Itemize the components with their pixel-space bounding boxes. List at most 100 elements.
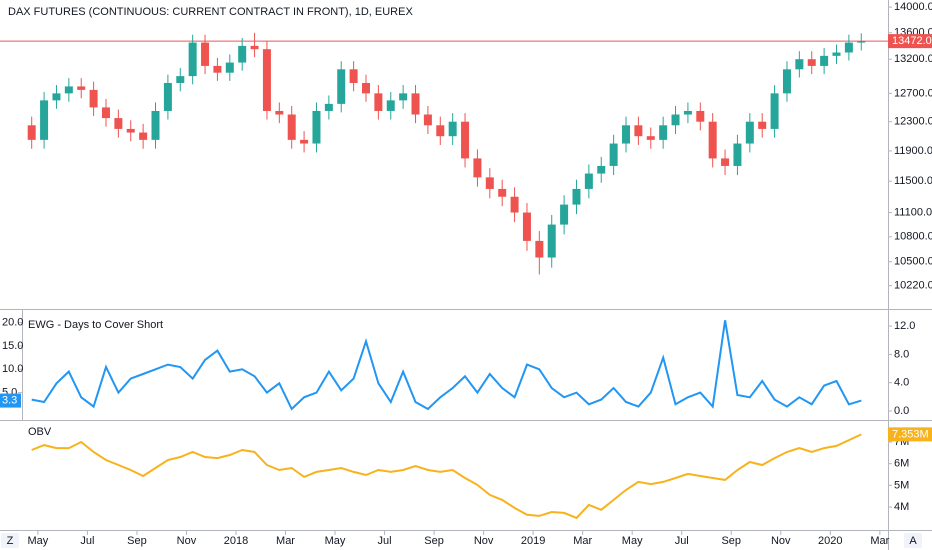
candle-body: [151, 110, 160, 140]
candle-body: [696, 110, 705, 122]
candle-body: [745, 121, 754, 144]
candle-body: [386, 100, 395, 111]
candle-body: [721, 158, 730, 166]
candle-body: [597, 165, 606, 174]
auto-scale-button-label[interactable]: A: [909, 535, 917, 547]
candle-body: [213, 65, 222, 73]
indicator-line: [31, 433, 862, 520]
candle-body: [461, 121, 470, 159]
candle-body: [163, 82, 172, 111]
y-tick-label: 11500.0: [894, 175, 932, 187]
value-badge-label: 13472.0: [892, 35, 932, 47]
y-tick-label: 13200.0: [894, 53, 932, 65]
candle-body: [485, 177, 494, 189]
candle-body: [324, 103, 333, 111]
candle-body: [27, 125, 36, 140]
y-tick-label: 11900.0: [894, 145, 932, 157]
candle-body: [126, 128, 135, 133]
x-tick-label: Mar: [870, 535, 889, 547]
candle-body: [89, 89, 98, 108]
x-tick-label: 2020: [818, 535, 842, 547]
candle-body: [782, 69, 791, 94]
candle-body: [498, 188, 507, 197]
candle-body: [547, 224, 556, 258]
candle-body: [374, 93, 383, 111]
candle-body: [64, 86, 73, 94]
x-tick-label: Nov: [771, 535, 791, 547]
candle-body: [312, 110, 321, 144]
candle-body: [584, 173, 593, 189]
indicator-title: EWG - Days to Cover Short: [28, 319, 163, 331]
y-tick-label: 12700.0: [894, 87, 932, 99]
candle-body: [473, 158, 482, 178]
candle-body: [262, 49, 271, 111]
candle-body: [807, 59, 816, 66]
x-tick-label: May: [325, 535, 346, 547]
candle-body: [423, 114, 432, 126]
candle-body: [634, 125, 643, 137]
x-tick-label: Mar: [573, 535, 592, 547]
candle-body: [201, 42, 210, 66]
y-tick-label: 11100.0: [894, 206, 932, 218]
value-badge: [888, 34, 932, 49]
candle-body: [572, 188, 581, 205]
x-tick-label: Jul: [80, 535, 94, 547]
candle-body: [622, 125, 631, 144]
candle-body: [361, 82, 370, 94]
candle-body: [659, 125, 668, 140]
scale-button[interactable]: [1, 533, 19, 548]
indicator-title: OBV: [28, 426, 52, 438]
x-tick-label: May: [622, 535, 643, 547]
y-tick-label: 4M: [894, 501, 909, 513]
candle-body: [448, 121, 457, 137]
candle-body: [176, 76, 185, 83]
x-tick-label: Nov: [177, 535, 197, 547]
candle-body: [114, 118, 123, 129]
candle-body: [101, 107, 110, 119]
candle-body: [646, 136, 655, 140]
candle-body: [510, 196, 519, 213]
value-badge: [888, 427, 932, 442]
candle-body: [399, 93, 408, 101]
candle-body: [238, 45, 247, 63]
candle-body: [275, 110, 284, 115]
y-tick-label: 4.0: [894, 377, 909, 389]
candle-body: [349, 69, 358, 83]
y-tick-label: 12300.0: [894, 116, 932, 128]
x-tick-label: Sep: [127, 535, 147, 547]
candle-body: [300, 139, 309, 144]
candle-body: [758, 121, 767, 129]
x-tick-label: Nov: [474, 535, 494, 547]
x-tick-label: 2018: [224, 535, 248, 547]
auto-scale-button[interactable]: [904, 533, 922, 548]
candle-body: [250, 45, 259, 50]
scale-button-label[interactable]: Z: [7, 535, 14, 547]
y-tick-label: 6M: [894, 458, 909, 470]
candle-body: [820, 55, 829, 66]
candle-body: [188, 42, 197, 77]
x-tick-label: Sep: [721, 535, 741, 547]
candle-body: [733, 143, 742, 166]
candle-body: [857, 41, 866, 43]
x-tick-label: May: [27, 535, 48, 547]
x-tick-label: Sep: [424, 535, 444, 547]
x-tick-label: 2019: [521, 535, 545, 547]
candle-body: [609, 143, 618, 166]
y-tick-label: 14000.0: [894, 1, 932, 13]
candle-body: [560, 204, 569, 225]
value-badge: [0, 393, 21, 408]
y-tick-label: 15.0: [2, 340, 23, 352]
candle-body: [708, 121, 717, 159]
y-tick-label: 10800.0: [894, 231, 932, 243]
x-tick-label: Jul: [378, 535, 392, 547]
indicator-line: [31, 320, 862, 411]
y-tick-label: 0.0: [894, 405, 909, 417]
candle-body: [522, 212, 531, 241]
value-badge-label: 7.353M: [892, 428, 929, 440]
y-tick-label: 20.0: [2, 317, 23, 329]
chart-title: DAX FUTURES (CONTINUOUS: CURRENT CONTRAC…: [8, 6, 413, 18]
candle-body: [832, 52, 841, 56]
value-badge-label: 3.3: [2, 394, 17, 406]
